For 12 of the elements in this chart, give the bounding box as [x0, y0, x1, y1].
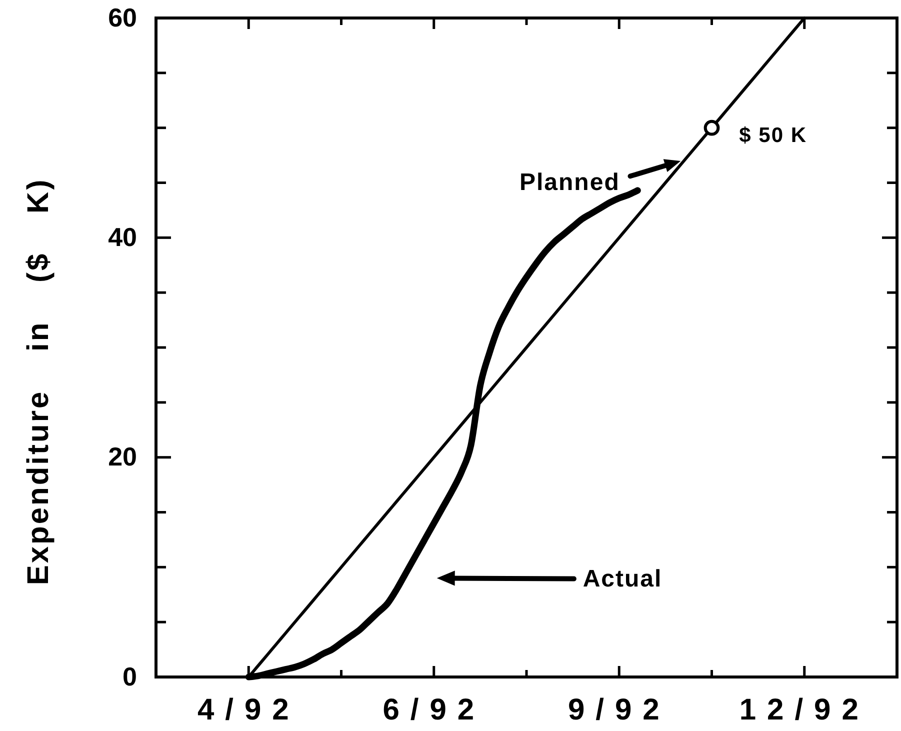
x-tick-label: 4/92 — [197, 693, 300, 726]
x-tick-label: 6/92 — [382, 693, 486, 726]
y-tick-label: 40 — [108, 222, 137, 252]
annotation: $ 50 K — [739, 124, 808, 147]
y-tick-label: 0 — [122, 661, 137, 692]
y-tick-label: 20 — [108, 442, 137, 472]
annotation: Actual — [582, 566, 662, 593]
x-tick-label: 9/92 — [568, 693, 670, 726]
annotation: Planned — [520, 169, 620, 196]
y-axis-title: Expenditure in ($ K) — [22, 178, 55, 586]
y-tick-label: 60 — [108, 2, 137, 32]
x-tick-label: 12/92 — [739, 693, 870, 726]
